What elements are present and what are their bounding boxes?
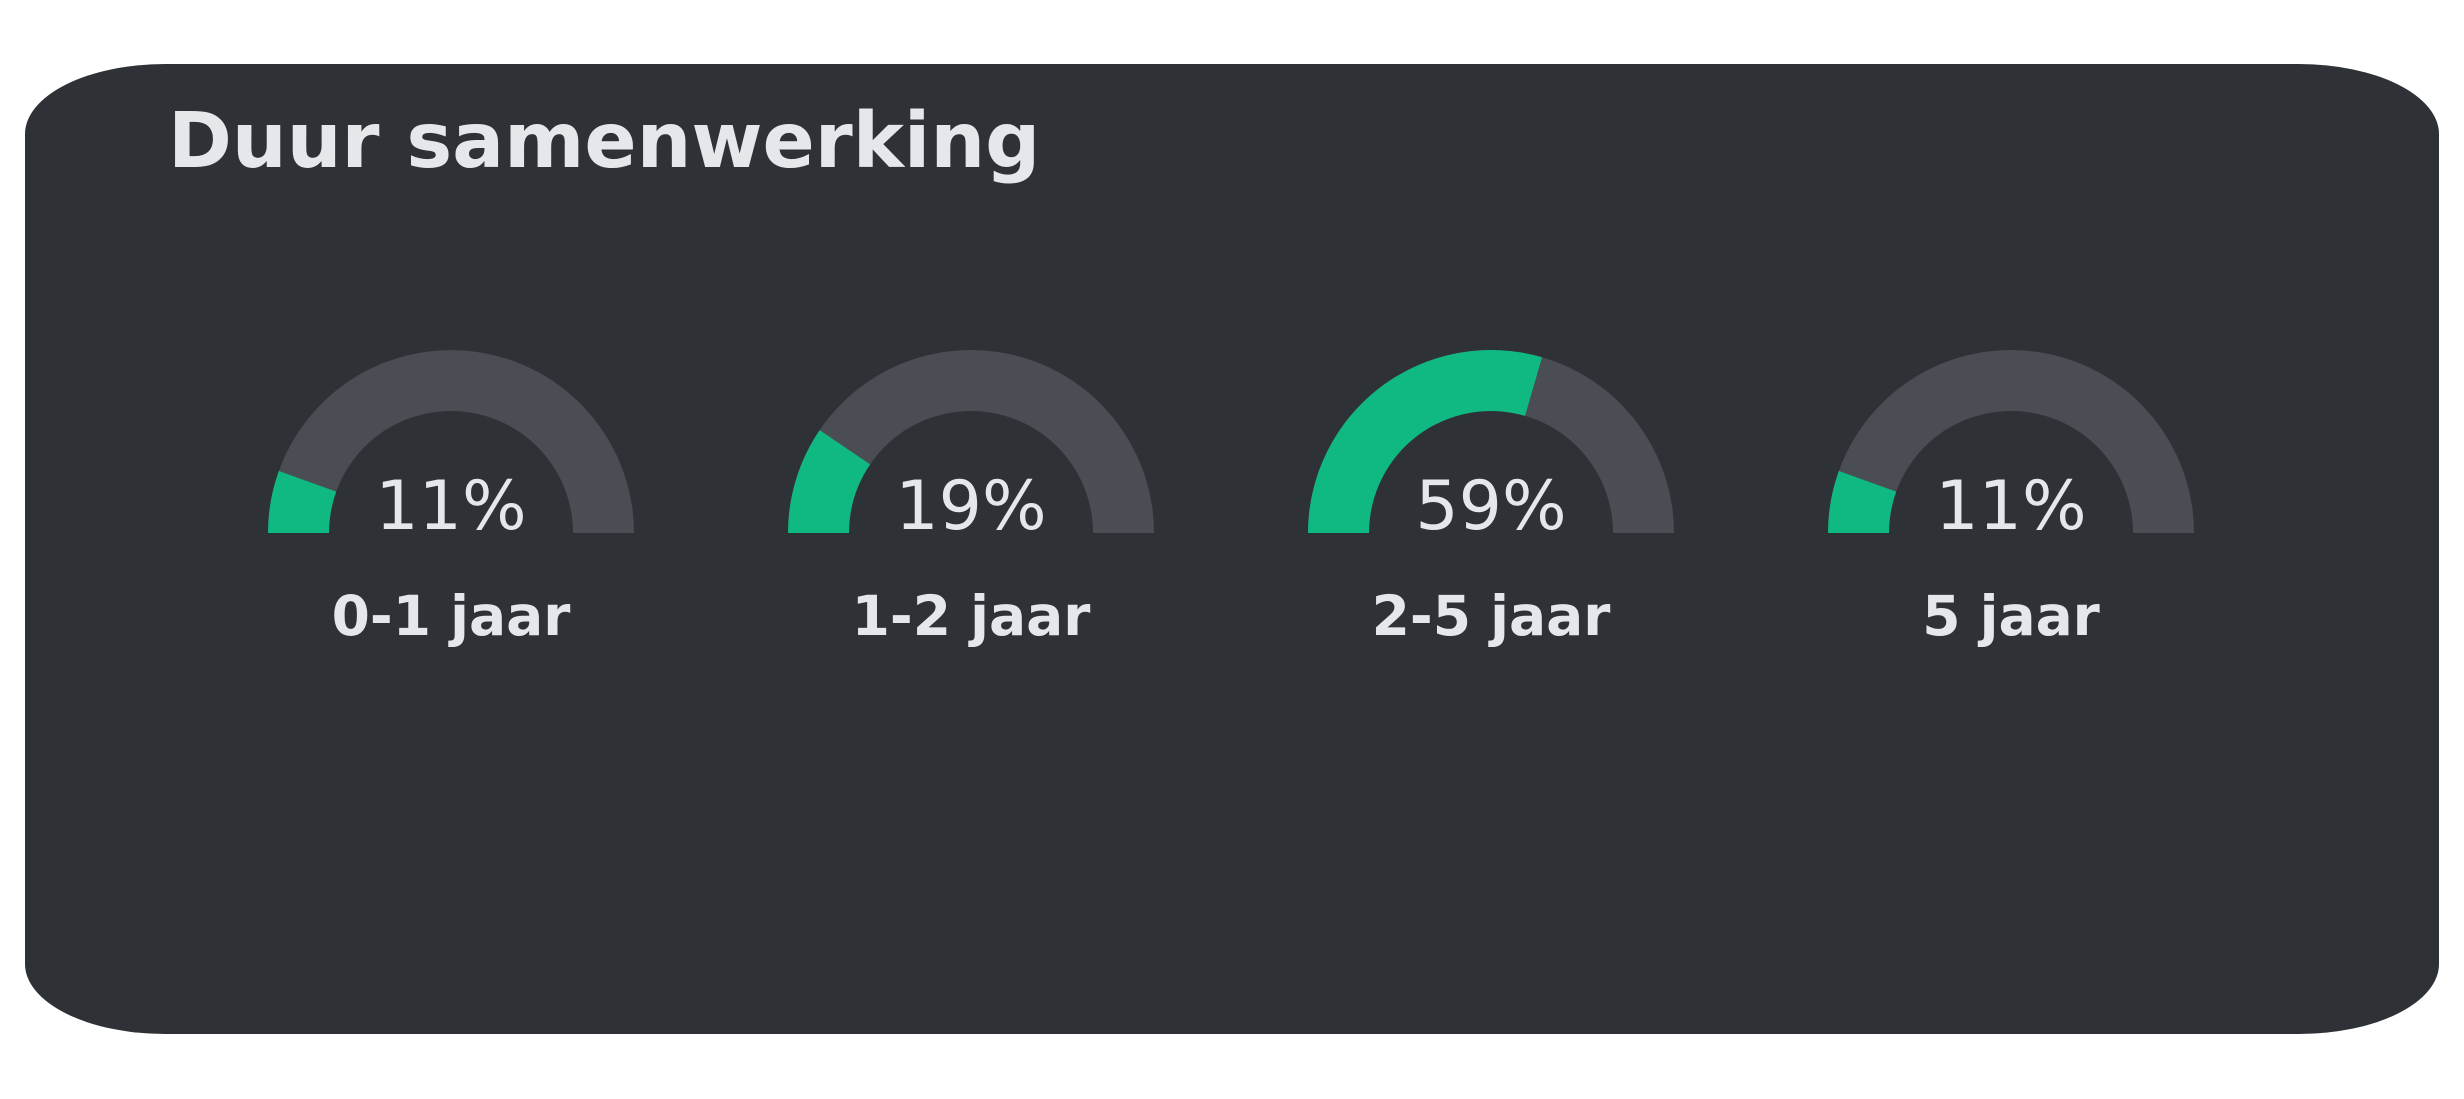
gauge-fill: [1828, 471, 1897, 533]
gauge-category-label: 0-1 jaar: [332, 584, 571, 648]
gauge-percent-label: 19%: [895, 467, 1046, 546]
gauge-fill: [788, 430, 871, 533]
gauge-category-label: 2-5 jaar: [1372, 584, 1611, 648]
chart-title: Duur samenwerking: [168, 97, 1041, 186]
gauge-percent-label: 11%: [375, 467, 526, 546]
gauge-percent-label: 11%: [1935, 467, 2086, 546]
chart-card: Duur samenwerking 11% 0-1 jaar 19% 1-2 jaar…: [25, 64, 2439, 1034]
gauges-svg: 11% 0-1 jaar 19% 1-2 jaar 59% 2-5 jaar 11% 5 ja…: [268, 349, 2194, 648]
gauge-percent-label: 59%: [1415, 467, 1566, 546]
gauge-row: 11% 0-1 jaar 19% 1-2 jaar 59% 2-5 jaar 11% 5 ja…: [25, 64, 2439, 1034]
gauge-category-label: 1-2 jaar: [852, 584, 1091, 648]
gauge: 11% 0-1 jaar: [268, 350, 634, 648]
gauge-track: [1828, 350, 2194, 533]
gauge-track: [788, 350, 1154, 533]
gauge: 59% 2-5 jaar: [1308, 349, 1674, 648]
gauge-category-label: 5 jaar: [1922, 584, 2100, 648]
gauge-fill: [1308, 349, 1543, 533]
gauge: 19% 1-2 jaar: [788, 350, 1154, 648]
gauge-fill: [268, 471, 337, 533]
gauge-track: [268, 350, 634, 533]
gauge: 11% 5 jaar: [1828, 350, 2194, 648]
